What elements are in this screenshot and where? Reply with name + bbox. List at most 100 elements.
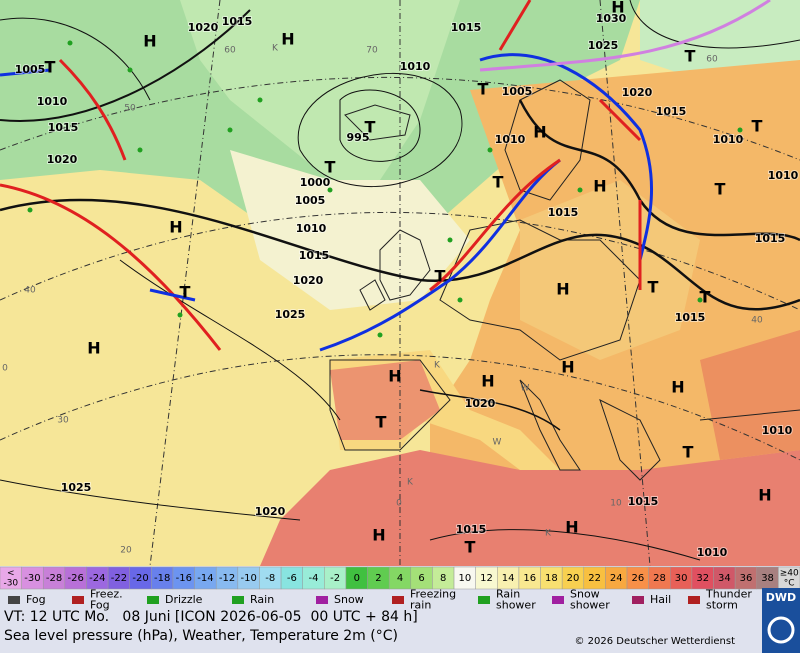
- coastlines: [329, 79, 800, 481]
- grid-label: K: [272, 44, 279, 54]
- isobar-label: 1025: [275, 308, 306, 321]
- pressure-center: T: [648, 278, 659, 297]
- pressure-center: H: [758, 486, 771, 505]
- pressure-center: T: [715, 180, 726, 199]
- legend-icon: [688, 596, 700, 604]
- pressure-center: H: [533, 123, 546, 142]
- pressure-center: T: [325, 158, 336, 177]
- grid-label: 70: [366, 46, 378, 56]
- pressure-center: H: [143, 32, 156, 51]
- legend-label: Snow: [570, 588, 600, 601]
- isobar-label: 1015: [548, 206, 579, 219]
- grid-label: 40: [24, 286, 36, 296]
- rain-symbols: [27, 40, 743, 338]
- description: Sea level pressure (hPa), Weather, Tempe…: [4, 628, 398, 644]
- scale-label: 30: [675, 573, 688, 584]
- legend-label: Rain: [496, 588, 520, 601]
- isobar-label: 1025: [588, 39, 619, 52]
- pressure-center: T: [478, 80, 489, 99]
- grid-label: K: [407, 478, 414, 488]
- pressure-center: H: [388, 367, 401, 386]
- legend-label: Fog: [90, 599, 110, 612]
- legend-label: Drizzle: [165, 593, 203, 606]
- isobar-label: 1020: [47, 153, 78, 166]
- scale-label: 14: [502, 573, 515, 584]
- legend-label: Fog: [26, 593, 46, 606]
- pressure-center: H: [671, 378, 684, 397]
- isobar-label: 995: [347, 131, 370, 144]
- scale-label: 2: [375, 573, 381, 584]
- legend-label: Snow: [334, 593, 364, 606]
- isobar-label: 1015: [299, 249, 330, 262]
- pressure-center: T: [376, 413, 387, 432]
- scale-label: 16: [523, 573, 536, 584]
- temperature-scale: <-30 -30 -28 -26 -24 -22 -20 -18 -16 -14 -12 -10 -8-…: [0, 566, 800, 590]
- scale-label: 24: [610, 573, 623, 584]
- scale-label: 0: [354, 573, 360, 584]
- pressure-center: H: [281, 30, 294, 49]
- legend-label: Hail: [650, 593, 671, 606]
- pressure-center: T: [180, 283, 191, 302]
- pressure-center: T: [752, 117, 763, 136]
- legend-icon: [232, 596, 244, 604]
- scale-label: -18: [154, 573, 170, 584]
- isobar-label: 1010: [296, 222, 327, 235]
- isobar-label: 1010: [37, 95, 68, 108]
- scale-label: -30: [24, 573, 40, 584]
- legend-label: shower: [570, 599, 610, 612]
- isobar-label: 1010: [713, 133, 744, 146]
- pressure-center: T: [685, 47, 696, 66]
- copyright: © 2026 Deutscher Wetterdienst: [574, 636, 735, 647]
- grid-label: 60: [224, 46, 236, 56]
- isobar-label: 1015: [675, 311, 706, 324]
- isobar-label: 1005: [295, 194, 326, 207]
- isobar-label: 1015: [456, 523, 487, 536]
- scale-label: 32: [696, 573, 709, 584]
- legend-icon: [392, 596, 404, 604]
- pressure-center: T: [45, 58, 56, 77]
- weather-legend: Fog Freez.Fog Drizzle Rain Snow FreezingrainR…: [8, 588, 752, 612]
- scale-label: -2: [330, 573, 340, 584]
- pressure-center: H: [611, 0, 624, 17]
- legend-icon: [316, 596, 328, 604]
- legend-icon: [8, 596, 20, 604]
- fronts: [0, 0, 771, 352]
- legend-icon: [72, 596, 84, 604]
- scale-label: -6: [287, 573, 297, 584]
- scale-label: ≥40: [780, 569, 799, 579]
- scale-label: -20: [132, 573, 148, 584]
- scale-label: -8: [265, 573, 275, 584]
- scale-label: -12: [219, 573, 235, 584]
- scale-label: 10: [458, 573, 471, 584]
- isobar-label: 1020: [622, 86, 653, 99]
- pressure-center: H: [556, 280, 569, 299]
- scale-label: -26: [68, 573, 84, 584]
- scale-label: 34: [718, 573, 731, 584]
- legend-label: Rain: [250, 593, 274, 606]
- pressure-center: H: [169, 218, 182, 237]
- pressure-center: T: [435, 267, 446, 286]
- grid-label: 10: [610, 499, 622, 509]
- logo-swirl: [767, 616, 795, 644]
- scale-label: -16: [176, 573, 192, 584]
- scale-label: -4: [309, 573, 319, 584]
- isobar-label: 1000: [300, 176, 331, 189]
- legend-icon: [478, 596, 490, 604]
- pressure-center: H: [87, 339, 100, 358]
- scale-label: -28: [46, 573, 62, 584]
- pressure-center: T: [493, 173, 504, 192]
- grid-label: 20: [120, 546, 132, 556]
- isobar-label: 1015: [755, 232, 786, 245]
- pressure-center: H: [481, 372, 494, 391]
- isobar-label: 1010: [762, 424, 793, 437]
- logo-text: DWD: [766, 591, 796, 604]
- legend-icon: [147, 596, 159, 604]
- pressure-center: T: [365, 118, 376, 137]
- isobar-label: 1010: [697, 546, 728, 559]
- isobar-label: 1010: [768, 169, 799, 182]
- scale-label: 22: [588, 573, 601, 584]
- scale-label: 4: [397, 573, 403, 584]
- pressure-center: H: [565, 518, 578, 537]
